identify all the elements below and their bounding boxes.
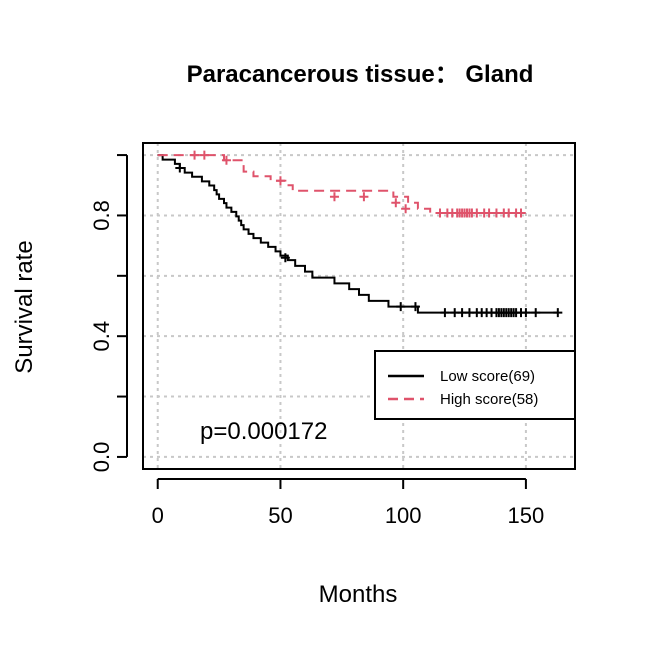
axes: 0 50 100 150 0.0 0.4 0.8 <box>89 154 545 528</box>
censor-mark-high-score <box>516 208 526 218</box>
censor-mark-high-score <box>190 150 200 160</box>
censor-mark-low-score <box>175 163 185 173</box>
x-tick-label: 0 <box>152 503 164 528</box>
censor-mark-low-score <box>440 308 450 318</box>
x-axis-label: Months <box>319 581 398 608</box>
censor-mark-low-score <box>553 308 563 318</box>
censor-mark-high-score <box>329 192 339 202</box>
y-tick-label: 0.0 <box>89 442 114 473</box>
legend-label-high-score: High score(58) <box>440 391 538 408</box>
censor-mark-high-score <box>391 198 401 208</box>
censor-mark-low-score <box>531 308 541 318</box>
censor-mark-high-score <box>359 192 369 202</box>
legend-label-low-score: Low score(69) <box>440 368 535 385</box>
censor-mark-low-score <box>396 302 406 312</box>
y-tick-label: 0.8 <box>89 200 114 231</box>
y-axis-label: Survival rate <box>11 240 38 373</box>
plot-frame <box>142 142 576 470</box>
x-tick-label: 150 <box>508 503 545 528</box>
chart-title: Paracancerous tissue： Gland <box>187 61 534 88</box>
censor-mark-low-score <box>521 308 531 318</box>
censor-mark-low-score <box>410 302 420 312</box>
censor-mark-high-score <box>221 155 231 165</box>
censor-mark-high-score <box>401 204 411 214</box>
y-tick-label: 0.4 <box>89 321 114 352</box>
x-tick-label: 100 <box>385 503 422 528</box>
censor-mark-high-score <box>199 150 209 160</box>
legend-box <box>374 350 576 420</box>
legend: Low score(69) High score(58) <box>374 350 576 420</box>
series-layer <box>157 150 563 318</box>
series-line-high-score <box>157 154 526 215</box>
censor-mark-low-score <box>280 253 290 263</box>
p-value-annotation: p=0.000172 <box>200 418 327 445</box>
x-tick-label: 50 <box>268 503 292 528</box>
censor-mark-high-score <box>275 176 285 186</box>
series-line-low-score <box>157 154 558 314</box>
